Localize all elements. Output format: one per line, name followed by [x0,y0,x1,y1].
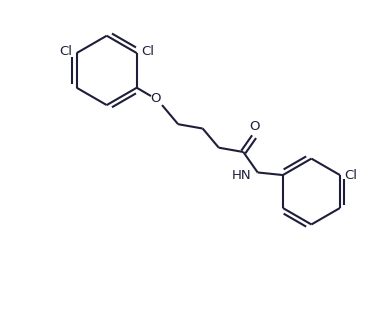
Text: Cl: Cl [60,45,72,58]
Text: Cl: Cl [141,45,154,58]
Text: O: O [249,120,259,133]
Text: O: O [150,92,161,105]
Text: Cl: Cl [344,169,357,182]
Text: HN: HN [232,170,251,183]
